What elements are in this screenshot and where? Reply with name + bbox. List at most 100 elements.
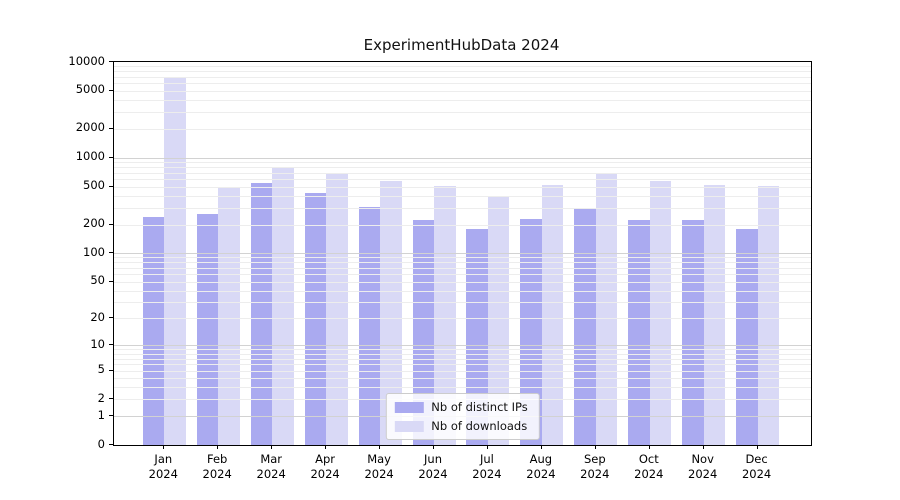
- year-label: 2024: [634, 466, 664, 481]
- y-axis-tick-label: 1000: [75, 149, 105, 164]
- minor-gridline: [114, 318, 811, 320]
- month-label: May: [367, 452, 391, 466]
- year-label: 2024: [148, 466, 178, 481]
- x-axis-tick-label: Jun 2024: [403, 452, 463, 481]
- y-axis-tick-label: 20: [90, 309, 105, 324]
- minor-gridline: [114, 262, 811, 264]
- month-label: Mar: [260, 452, 283, 466]
- minor-gridline: [114, 349, 811, 351]
- minor-gridline: [114, 90, 811, 92]
- bar-downloads-sep: [595, 173, 618, 445]
- bar-distinct-ips-jan: [142, 217, 165, 445]
- bar-distinct-ips-oct: [628, 220, 650, 445]
- y-axis-tick-label: 50: [90, 273, 105, 287]
- month-label: Apr: [315, 452, 336, 466]
- x-axis-tick-label: Sep 2024: [565, 452, 625, 481]
- y-axis-tick: [109, 344, 113, 346]
- bar-downloads-jul: [487, 197, 510, 445]
- minor-gridline: [114, 353, 811, 355]
- minor-gridline: [114, 71, 811, 73]
- minor-gridline: [114, 195, 811, 197]
- y-axis-tick-label: 5000: [75, 82, 105, 97]
- minor-gridline: [114, 112, 811, 114]
- x-axis-tick: [756, 445, 758, 449]
- minor-gridline: [114, 267, 811, 269]
- minor-gridline: [114, 387, 811, 389]
- legend-swatch: [394, 420, 424, 432]
- y-axis-tick: [109, 89, 113, 91]
- x-axis-tick: [540, 445, 542, 449]
- month-label: Nov: [691, 452, 714, 466]
- y-axis-tick: [109, 156, 113, 158]
- month-label: Aug: [529, 452, 553, 466]
- x-axis-tick: [594, 445, 596, 449]
- month-label: Oct: [638, 452, 659, 466]
- x-axis-tick: [217, 445, 219, 449]
- plot-area: Nb of distinct IPs Nb of downloads: [113, 61, 812, 446]
- legend-label: Nb of downloads: [431, 419, 528, 433]
- x-axis-tick: [163, 445, 165, 449]
- bar-distinct-ips-nov: [682, 220, 704, 445]
- major-gridline: [114, 345, 811, 347]
- month-label: Feb: [207, 452, 228, 466]
- x-axis-tick-label: Dec 2024: [727, 452, 787, 481]
- bar-downloads-jun: [434, 186, 456, 445]
- bar-distinct-ips-may: [358, 207, 381, 445]
- minor-gridline: [114, 274, 811, 276]
- minor-gridline: [114, 167, 811, 168]
- bar-downloads-mar: [272, 168, 294, 445]
- minor-gridline: [114, 178, 811, 180]
- minor-gridline: [114, 128, 811, 130]
- minor-gridline: [114, 290, 811, 292]
- bar-downloads-oct: [649, 181, 672, 445]
- year-label: 2024: [364, 466, 394, 481]
- x-axis-tick: [379, 445, 381, 449]
- minor-gridline: [114, 224, 811, 226]
- year-label: 2024: [688, 466, 718, 481]
- year-label: 2024: [310, 466, 340, 481]
- minor-gridline: [114, 172, 811, 174]
- minor-gridline: [114, 66, 811, 68]
- y-axis-tick-label: 1: [97, 407, 105, 422]
- year-label: 2024: [418, 466, 448, 481]
- x-axis-tick: [648, 445, 650, 449]
- year-label: 2024: [580, 466, 610, 481]
- minor-gridline: [114, 378, 811, 380]
- y-axis-tick: [109, 127, 113, 129]
- y-axis-tick: [109, 185, 113, 187]
- bar-distinct-ips-aug: [520, 218, 542, 445]
- y-axis-tick: [109, 252, 113, 254]
- minor-gridline: [114, 358, 811, 360]
- bar-downloads-feb: [218, 186, 240, 445]
- y-axis-tick: [109, 369, 113, 371]
- x-axis-tick-label: Nov 2024: [673, 452, 733, 481]
- y-axis-tick-label: 2: [97, 390, 105, 405]
- y-axis-tick-label: 5: [97, 362, 105, 376]
- y-axis-tick-label: 10000: [68, 53, 105, 68]
- y-axis-tick: [109, 444, 113, 445]
- x-axis-tick: [433, 445, 434, 449]
- x-axis-tick: [486, 445, 488, 449]
- year-label: 2024: [472, 466, 502, 481]
- month-label: Jan: [154, 452, 173, 466]
- minor-gridline: [114, 100, 811, 102]
- bar-distinct-ips-jun: [412, 220, 434, 445]
- bar-distinct-ips-dec: [736, 228, 758, 445]
- minor-gridline: [114, 364, 811, 366]
- x-axis-tick-label: Mar 2024: [241, 452, 301, 481]
- y-axis-tick-label: 500: [83, 178, 105, 192]
- major-gridline: [114, 157, 811, 159]
- minor-gridline: [114, 76, 811, 78]
- x-axis-tick-label: Aug 2024: [511, 452, 571, 481]
- x-axis-tick-label: May 2024: [349, 452, 409, 481]
- minor-gridline: [114, 302, 811, 304]
- legend-label: Nb of distinct IPs: [431, 400, 528, 414]
- bar-distinct-ips-feb: [196, 213, 219, 445]
- y-axis-tick: [109, 398, 113, 400]
- major-gridline: [114, 253, 811, 255]
- month-label: Sep: [583, 452, 606, 466]
- y-axis-tick: [109, 61, 113, 62]
- y-axis-tick-label: 100: [83, 244, 105, 259]
- legend-swatch: [394, 401, 424, 413]
